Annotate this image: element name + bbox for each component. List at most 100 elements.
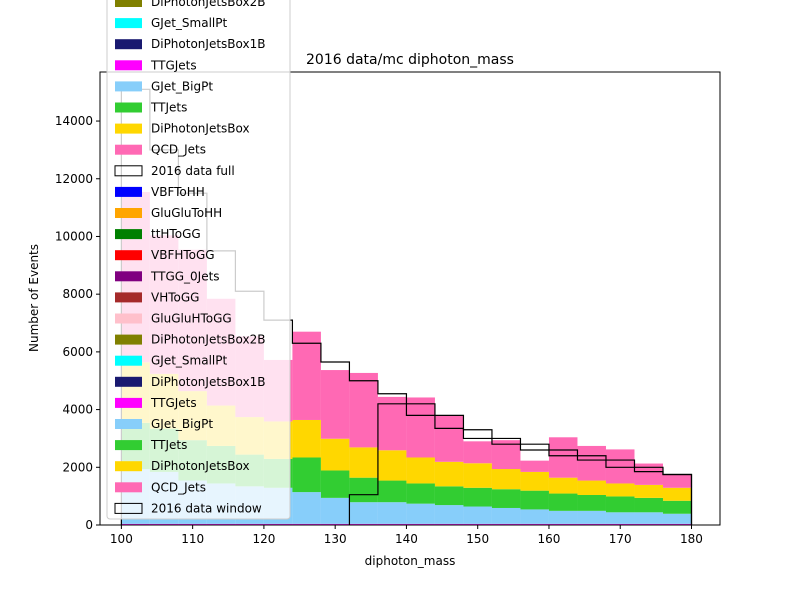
legend-swatch-20 bbox=[115, 419, 142, 429]
data-step-line-1 bbox=[348, 403, 693, 525]
bar-stack4-bin7 bbox=[320, 438, 350, 471]
bar-stack1-bin10 bbox=[406, 523, 435, 525]
legend-swatch-3 bbox=[115, 60, 142, 71]
legend-swatch-12 bbox=[115, 250, 142, 261]
bar-stack2-bin19 bbox=[662, 513, 692, 524]
bar-stack1-bin18 bbox=[634, 523, 663, 525]
bar-stack1-bin6 bbox=[292, 523, 321, 525]
legend-item-3: TTGJets bbox=[115, 58, 197, 72]
bar-stack3-bin11 bbox=[434, 486, 464, 506]
bar-stack4-bin8 bbox=[349, 447, 378, 478]
bar-stack3-bin7 bbox=[320, 470, 350, 498]
y-tick-label-2: 4000 bbox=[62, 403, 93, 417]
legend-item-12: VBFHToGG bbox=[115, 248, 215, 262]
legend-item-11: ttHToGG bbox=[115, 227, 201, 241]
legend-swatch-11 bbox=[115, 229, 142, 240]
bar-stack3-bin17 bbox=[605, 496, 635, 513]
legend-label-14: VHToGG bbox=[151, 290, 199, 304]
legend-label-19: TTGJets bbox=[150, 396, 197, 410]
legend-item-19: TTGJets bbox=[115, 396, 197, 410]
legend-label-13: TTGG_0Jets bbox=[150, 269, 220, 283]
legend-item-15: GluGluHToGG bbox=[115, 312, 232, 326]
bar-stack5-bin10 bbox=[406, 397, 435, 458]
legend-item-5: TTJets bbox=[115, 101, 187, 115]
y-tick-label-6: 12000 bbox=[55, 172, 93, 186]
legend-label-8: 2016 data full bbox=[151, 164, 235, 178]
y-tick-label-4: 8000 bbox=[62, 287, 93, 301]
bar-stack5-bin12 bbox=[463, 441, 492, 464]
legend-item-22: DiPhotonJetsBox bbox=[115, 459, 250, 473]
legend-item-2: DiPhotonJetsBox1B bbox=[115, 37, 265, 51]
bar-stack4-bin14 bbox=[520, 471, 549, 491]
x-tick-label-5: 150 bbox=[466, 532, 489, 546]
bar-stack3-bin9 bbox=[377, 480, 407, 503]
legend-swatch-7 bbox=[115, 144, 142, 155]
bar-stack5-bin13 bbox=[491, 440, 521, 470]
bar-stack2-bin10 bbox=[406, 503, 435, 524]
bar-stack1-bin4 bbox=[235, 523, 264, 525]
legend-item-1: GJet_SmallPt bbox=[115, 16, 227, 30]
legend-item-8: 2016 data full bbox=[114, 164, 235, 178]
legend-swatch-9 bbox=[115, 186, 142, 197]
legend-item-0: DiPhotonJetsBox2B bbox=[115, 0, 265, 9]
legend-swatch-4 bbox=[115, 81, 142, 92]
bar-stack1-bin2 bbox=[178, 523, 207, 525]
legend-label-4: GJet_BigPt bbox=[151, 79, 213, 93]
legend-label-21: TTJets bbox=[150, 438, 187, 452]
legend-swatch-14 bbox=[115, 292, 142, 303]
legend-swatch-21 bbox=[115, 440, 142, 451]
bar-stack3-bin19 bbox=[662, 500, 692, 514]
legend-label-15: GluGluHToGG bbox=[151, 312, 232, 326]
legend-item-7: QCD_Jets bbox=[115, 143, 206, 157]
y-tick-label-7: 14000 bbox=[55, 114, 93, 128]
legend-label-23: QCD_Jets bbox=[151, 480, 206, 494]
bar-stack1-bin16 bbox=[577, 523, 606, 525]
y-axis: 0 2000 4000 6000 8000 10000 12000 14000 bbox=[55, 114, 100, 532]
legend-item-21: TTJets bbox=[115, 438, 187, 452]
bar-stack4-bin6 bbox=[292, 419, 321, 458]
bar-stack4-bin10 bbox=[406, 457, 435, 484]
legend-label-2: DiPhotonJetsBox1B bbox=[151, 37, 265, 51]
legend-swatch-17 bbox=[115, 355, 142, 366]
legend: DiPhotonJetsBox2B GJet_SmallPt DiPhotonJet… bbox=[106, 0, 291, 520]
bar-stack3-bin18 bbox=[634, 497, 663, 513]
bar-stack5-bin16 bbox=[577, 445, 606, 481]
bar-stack5-bin19 bbox=[662, 474, 692, 488]
bar-stack2-bin6 bbox=[292, 492, 321, 524]
bar-stack5-bin18 bbox=[634, 463, 663, 485]
legend-swatch-23 bbox=[115, 482, 142, 493]
x-tick-label-7: 170 bbox=[609, 532, 632, 546]
legend-box bbox=[106, 0, 291, 520]
bar-stack2-bin7 bbox=[320, 497, 350, 524]
bar-stack2-bin17 bbox=[605, 512, 635, 524]
bar-stack3-bin15 bbox=[548, 493, 578, 511]
bar-stack1-bin11 bbox=[434, 523, 464, 525]
legend-item-6: DiPhotonJetsBox bbox=[115, 122, 250, 136]
legend-item-10: GluGluToHH bbox=[115, 206, 222, 220]
bar-stack4-bin15 bbox=[548, 477, 578, 494]
legend-label-12: VBFHToGG bbox=[151, 248, 215, 262]
axes-frame bbox=[99, 71, 721, 526]
bar-stack2-bin12 bbox=[463, 506, 492, 524]
legend-item-24: 2016 data window bbox=[114, 501, 262, 515]
legend-label-17: GJet_SmallPt bbox=[151, 354, 227, 368]
bar-stack1-bin15 bbox=[548, 523, 578, 525]
bar-stack2-bin11 bbox=[434, 505, 464, 524]
bar-stack5-bin8 bbox=[349, 372, 378, 448]
bar-stack1-bin8 bbox=[349, 523, 378, 525]
legend-swatch-19 bbox=[115, 397, 142, 408]
bar-stack3-bin13 bbox=[491, 489, 521, 508]
bar-stack4-bin19 bbox=[662, 487, 692, 501]
y-tick-label-5: 10000 bbox=[55, 229, 93, 243]
legend-swatch-16 bbox=[115, 334, 142, 345]
legend-item-13: TTGG_0Jets bbox=[115, 269, 220, 283]
legend-swatch-10 bbox=[115, 208, 142, 218]
bar-stack2-bin14 bbox=[520, 509, 549, 524]
y-tick-label-0: 0 bbox=[85, 518, 93, 532]
legend-swatch-0 bbox=[115, 0, 142, 7]
legend-item-16: DiPhotonJetsBox2B bbox=[115, 333, 265, 347]
bar-stack1-bin1 bbox=[149, 523, 179, 525]
bar-stack4-bin9 bbox=[377, 450, 407, 481]
bar-stack2-bin15 bbox=[548, 510, 578, 524]
